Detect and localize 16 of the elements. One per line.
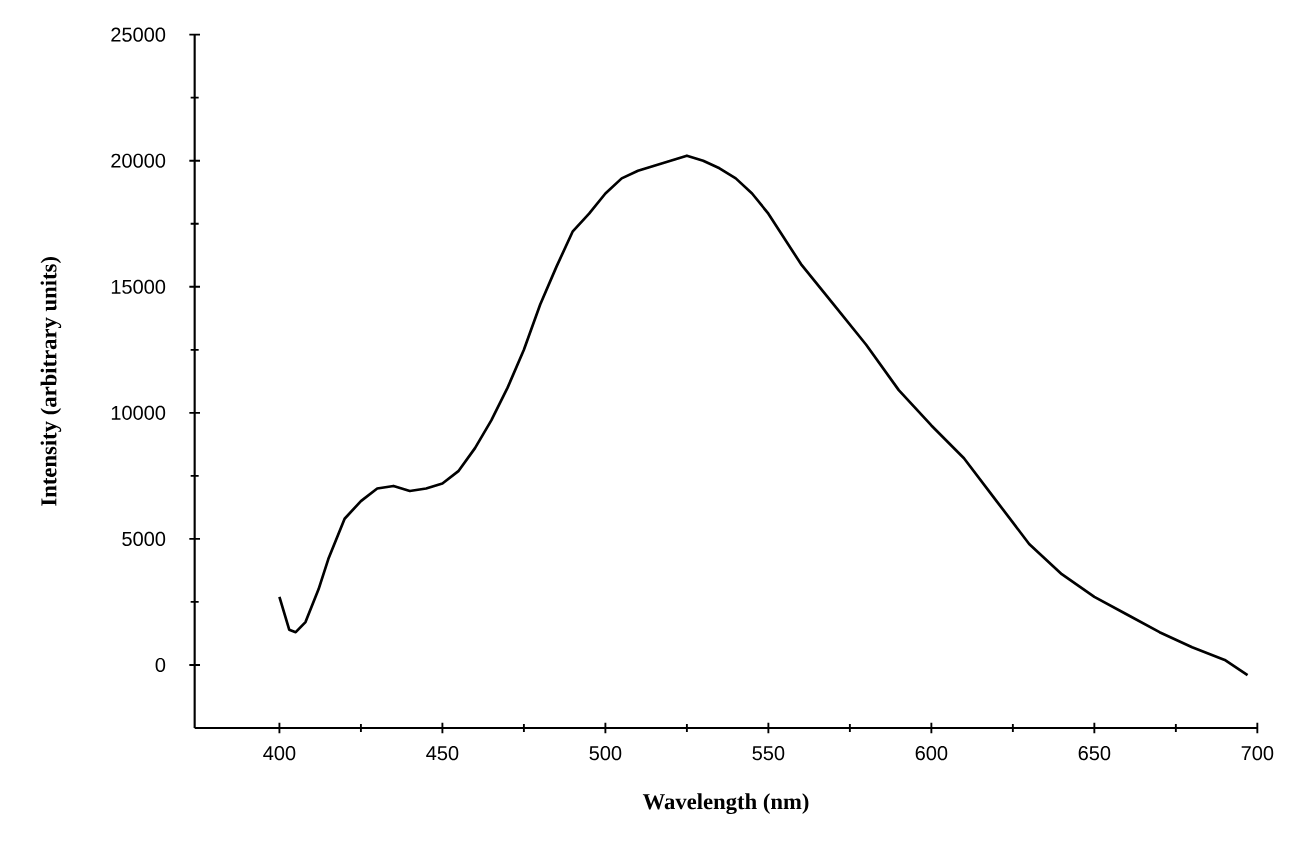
y-axis-title: Intensity (arbitrary units) [40, 256, 62, 506]
x-tick-label: 500 [589, 745, 622, 761]
x-tick-label: 650 [1078, 745, 1111, 761]
y-tick-label: 0 [155, 657, 166, 672]
x-axis-title: Wavelength (nm) [642, 793, 809, 814]
x-tick-label: 700 [1241, 745, 1274, 761]
x-tick-label: 600 [915, 745, 948, 761]
line-series [278, 154, 1249, 677]
x-tick-label: 450 [426, 745, 459, 761]
x-tick-label: 400 [263, 745, 296, 761]
y-tick-label: 25000 [111, 27, 166, 42]
y-tick-label: 20000 [111, 153, 166, 168]
y-tick-label: 10000 [111, 405, 166, 420]
y-tick-label: 5000 [122, 531, 166, 546]
y-tick-label: 15000 [111, 279, 166, 294]
x-tick-label: 550 [752, 745, 785, 761]
